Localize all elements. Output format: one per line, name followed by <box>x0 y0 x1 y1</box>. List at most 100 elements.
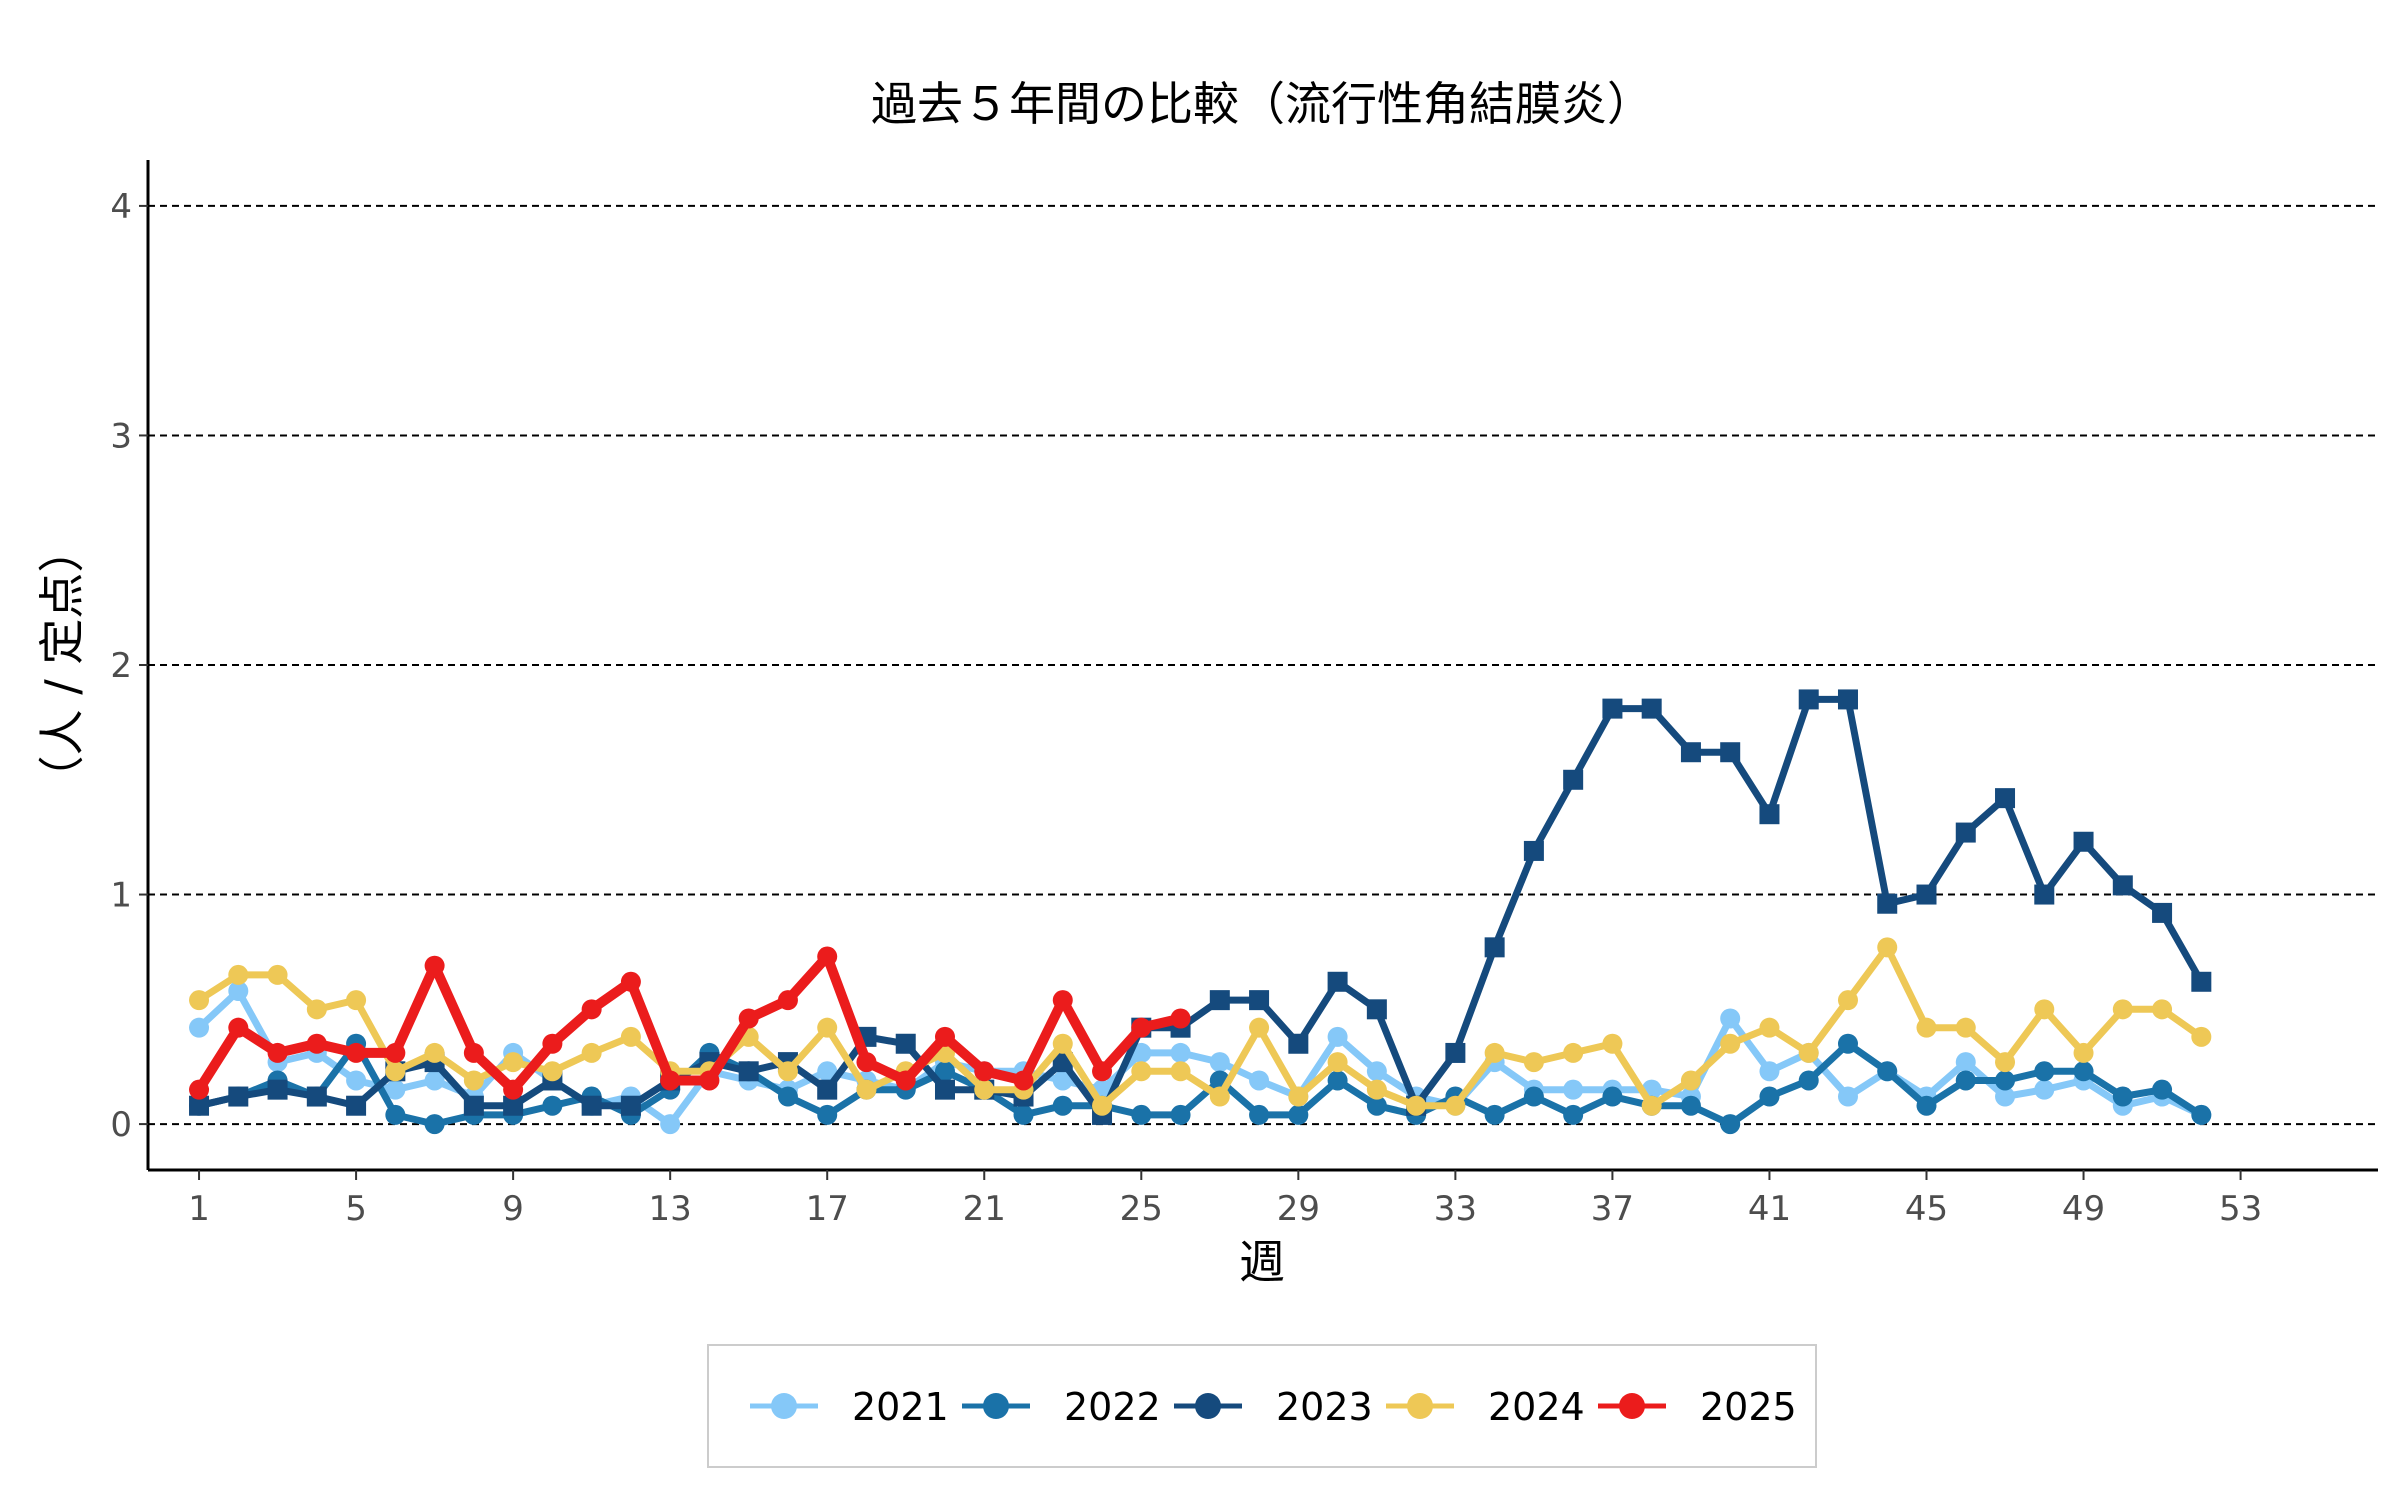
data-point-2023 <box>738 1061 759 1082</box>
data-point-2024 <box>1249 1017 1270 1038</box>
legend-key-marker <box>1407 1393 1433 1419</box>
data-point-2023 <box>1641 698 1662 719</box>
data-series <box>189 689 2212 1135</box>
data-point-2025 <box>542 1033 563 1054</box>
data-point-2024 <box>2112 999 2133 1020</box>
data-point-2024 <box>581 1042 602 1063</box>
x-tick-label: 37 <box>1591 1189 1634 1229</box>
data-point-2022 <box>1759 1086 1780 1107</box>
data-point-2023 <box>1484 937 1505 958</box>
data-point-2024 <box>542 1061 563 1082</box>
data-point-2022 <box>1563 1104 1584 1125</box>
data-point-2024 <box>777 1061 798 1082</box>
data-point-2023 <box>1877 893 1898 914</box>
data-point-2024 <box>189 990 210 1011</box>
x-tick-label: 49 <box>2062 1189 2105 1229</box>
data-point-2024 <box>306 999 327 1020</box>
data-point-2021 <box>1209 1052 1230 1073</box>
data-point-2024 <box>2191 1026 2212 1047</box>
x-tick-label: 29 <box>1277 1189 1320 1229</box>
data-point-2025 <box>974 1061 995 1082</box>
data-point-2025 <box>385 1042 406 1063</box>
data-point-2024 <box>817 1017 838 1038</box>
data-point-2022 <box>542 1095 563 1116</box>
data-point-2024 <box>1288 1086 1309 1107</box>
data-point-2023 <box>620 1095 641 1116</box>
data-point-2023 <box>346 1095 367 1116</box>
data-point-2025 <box>424 955 445 976</box>
data-point-2022 <box>424 1114 445 1135</box>
data-point-2022 <box>1837 1033 1858 1054</box>
data-point-2023 <box>1720 742 1741 763</box>
data-point-2021 <box>424 1070 445 1091</box>
data-point-2024 <box>424 1042 445 1063</box>
data-point-2024 <box>1484 1042 1505 1063</box>
legend-key-marker <box>1619 1393 1645 1419</box>
data-point-2023 <box>1563 769 1584 790</box>
y-tick-label: 1 <box>110 876 132 916</box>
data-point-2025 <box>1092 1061 1113 1082</box>
data-point-2023 <box>306 1086 327 1107</box>
data-point-2023 <box>1955 822 1976 843</box>
data-point-2024 <box>1916 1017 1937 1038</box>
y-tick-label: 2 <box>110 646 132 686</box>
data-point-2024 <box>1406 1095 1427 1116</box>
x-tick-label: 25 <box>1120 1189 1163 1229</box>
data-point-2024 <box>1092 1095 1113 1116</box>
data-point-2024 <box>1995 1052 2016 1073</box>
data-point-2023 <box>1916 884 1937 905</box>
data-point-2022 <box>1602 1086 1623 1107</box>
legend-key-marker <box>983 1393 1009 1419</box>
data-point-2023 <box>267 1079 288 1100</box>
data-point-2022 <box>2191 1104 2212 1125</box>
data-point-2024 <box>267 964 288 985</box>
data-point-2023 <box>2112 875 2133 896</box>
data-point-2021 <box>1366 1061 1387 1082</box>
data-point-2024 <box>1877 937 1898 958</box>
data-point-2021 <box>1563 1079 1584 1100</box>
data-point-2023 <box>1837 689 1858 710</box>
data-point-2024 <box>1052 1033 1073 1054</box>
data-point-2023 <box>1680 742 1701 763</box>
series-line-2022 <box>195 1040 2205 1128</box>
data-point-2024 <box>1327 1052 1348 1073</box>
legend-key-marker <box>771 1393 797 1419</box>
data-point-2022 <box>1288 1104 1309 1125</box>
data-point-2022 <box>817 1104 838 1125</box>
legend-item-2025: 2025 <box>1598 1385 1797 1429</box>
data-point-2021 <box>2034 1079 2055 1100</box>
data-point-2022 <box>1366 1095 1387 1116</box>
data-point-2024 <box>620 1026 641 1047</box>
data-point-2024 <box>1445 1095 1466 1116</box>
data-point-2024 <box>1798 1042 1819 1063</box>
data-point-2022 <box>2073 1061 2094 1082</box>
data-point-2025 <box>895 1070 916 1091</box>
data-point-2024 <box>503 1052 524 1073</box>
legend-item-2023: 2023 <box>1174 1385 1373 1429</box>
data-point-2024 <box>1563 1042 1584 1063</box>
data-point-2021 <box>1720 1008 1741 1029</box>
data-point-2021 <box>1955 1052 1976 1073</box>
data-point-2024 <box>1759 1017 1780 1038</box>
legend-label: 2023 <box>1276 1385 1373 1429</box>
legend-key-marker <box>1195 1393 1221 1419</box>
data-point-2021 <box>817 1061 838 1082</box>
data-point-2022 <box>1484 1104 1505 1125</box>
data-point-2023 <box>1798 689 1819 710</box>
data-point-2021 <box>1759 1061 1780 1082</box>
data-point-2023 <box>463 1095 484 1116</box>
data-point-2025 <box>934 1026 955 1047</box>
data-point-2025 <box>189 1079 210 1100</box>
data-point-2024 <box>346 990 367 1011</box>
data-point-2022 <box>1798 1070 1819 1091</box>
data-point-2024 <box>1955 1017 1976 1038</box>
data-point-2024 <box>463 1070 484 1091</box>
data-point-2022 <box>1680 1095 1701 1116</box>
data-point-2023 <box>1759 804 1780 825</box>
data-point-2021 <box>660 1114 681 1135</box>
data-point-2021 <box>1995 1086 2016 1107</box>
data-point-2022 <box>385 1104 406 1125</box>
data-point-2024 <box>1720 1033 1741 1054</box>
x-tick-label: 13 <box>649 1189 692 1229</box>
